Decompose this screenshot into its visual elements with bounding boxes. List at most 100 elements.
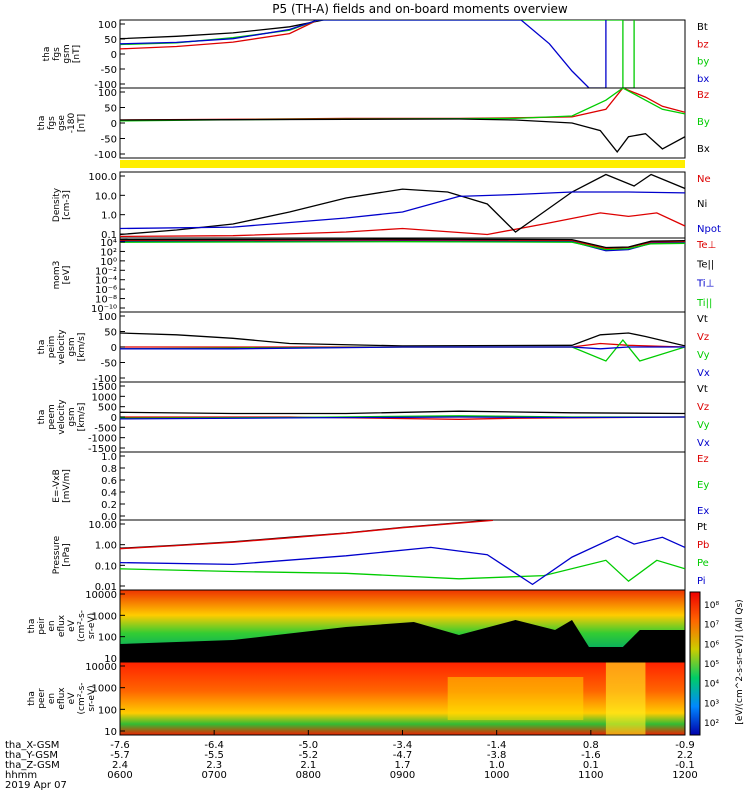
legend-entry: Vt: [697, 314, 708, 325]
y-tick-label: -100: [94, 80, 117, 91]
legend-entry: Ni: [697, 199, 707, 210]
x-tick-label: 0.8: [583, 740, 599, 751]
y-tick-label: 0.8: [101, 464, 117, 475]
colorbar-tick-label: 10⁷: [704, 621, 719, 631]
colorbar-tick-label: 10⁸: [704, 601, 719, 611]
x-row-label: tha_Y-GSM: [5, 750, 58, 761]
y-tick-label: 10⁻⁶: [95, 285, 117, 296]
x-tick-label: 2.4: [112, 760, 128, 771]
series-line-4: [120, 416, 685, 420]
y-tick-label: -100: [94, 150, 117, 161]
y-axis-label-line: peem: [47, 404, 57, 430]
x-tick-label: 0700: [201, 770, 226, 781]
y-axis-label-line: en: [47, 693, 57, 704]
y-tick-label: 0: [111, 413, 117, 424]
y-axis-label-line: sr-eV): [87, 613, 97, 639]
colorbar-tick-label: 10⁴: [704, 680, 719, 690]
y-axis-label-line: eflux: [57, 614, 67, 637]
y-axis-label: mom3 [eV]: [52, 261, 72, 290]
panel-7: 1.00.80.60.40.20.0 E=-VxB [mV/m] Ez Ey Ex: [52, 451, 709, 523]
y-tick-label: 500: [98, 403, 117, 414]
y-tick-label: 0.4: [101, 488, 117, 499]
legend-entry: Vy: [697, 350, 710, 361]
y-axis-label-line: tha: [27, 619, 37, 634]
y-tick-label: 1.0: [101, 211, 117, 222]
legend-entry: Npot: [697, 224, 721, 235]
series-line-2: [120, 20, 319, 50]
x-tick-label: -1.4: [487, 740, 507, 751]
x-tick-label: 0600: [107, 770, 132, 781]
y-tick-label: -50: [101, 65, 117, 76]
colorbar-tick-label: 10³: [704, 699, 719, 709]
x-tick-label: 0900: [390, 770, 415, 781]
panel-10: 10000 1000 100 10 tha peer en eflux eV (cm²-s-sr-…: [27, 661, 686, 738]
y-axis-label-line: en: [47, 620, 57, 631]
y-axis-label: tha peim velocity gsm [km/s]: [37, 329, 87, 365]
panel-frame: [119, 519, 686, 591]
series-line-4: [120, 20, 607, 88]
legend-entry: Vx: [697, 368, 710, 379]
series-line-4: [120, 241, 685, 251]
series-line-2: [120, 173, 685, 236]
x-tick-label: 0800: [296, 770, 321, 781]
x-tick-label: 2.1: [300, 760, 316, 771]
legend-entry: Bt: [697, 22, 708, 33]
x-tick-label: -7.6: [110, 740, 130, 751]
y-tick-label: 0.1: [101, 230, 117, 241]
legend-entry: bz: [697, 39, 709, 50]
y-axis-label-line: [eV]: [62, 266, 72, 285]
y-tick-label: 10⁻⁴: [95, 276, 117, 287]
y-axis-label-line: [nPa]: [62, 543, 72, 566]
y-axis-label-line: velocity: [57, 399, 67, 435]
y-tick-label: 100: [98, 705, 117, 716]
x-tick-label: 1200: [672, 770, 697, 781]
y-axis-label: Pressure [nPa]: [52, 535, 72, 574]
y-tick-label: 50: [104, 104, 117, 115]
spectrogram-band: [447, 677, 584, 720]
x-row-label: 2019 Apr 07: [5, 780, 67, 791]
x-tick-label: -0.9: [675, 740, 695, 751]
legend-entry: Ex: [697, 506, 709, 517]
y-axis-label-line: velocity: [57, 329, 67, 365]
y-axis-label-line: fgs: [47, 116, 57, 130]
y-axis-label-line: tha: [27, 691, 37, 706]
y-tick-label: 1.0: [101, 452, 117, 463]
series-group: [120, 173, 685, 238]
y-tick-label: 50: [104, 35, 117, 46]
y-axis-label-line: peer: [37, 688, 47, 709]
y-tick-label: 0: [111, 343, 117, 354]
y-tick-label: -50: [101, 359, 117, 370]
series-group: [120, 520, 685, 586]
spectrogram-image: [120, 662, 685, 735]
y-axis-label-line: tha: [37, 410, 47, 425]
y-tick-label: 100: [98, 20, 117, 31]
y-tick-label: 1000: [92, 611, 117, 622]
series-group: [120, 20, 635, 88]
x-tick-label: -5.5: [204, 750, 224, 761]
y-axis-label-line: [km/s]: [77, 403, 87, 432]
y-axis-label-line: tha: [42, 47, 52, 62]
legend-entry: Vy: [697, 420, 710, 431]
spectrogram-band: [605, 662, 646, 735]
y-axis-label-line: eflux: [57, 687, 67, 710]
series-line-1: [120, 239, 685, 250]
legend-entry: Te||: [696, 259, 714, 270]
panel-5: 100 50 0 -50 -100 tha peim velocity gsm [km/s] Vt V…: [37, 311, 710, 385]
y-axis-label-line: Density: [52, 187, 62, 222]
x-tick-label: -0.1: [675, 760, 695, 771]
x-tick-label: -4.7: [393, 750, 413, 761]
x-tick-label: 1.0: [489, 760, 505, 771]
y-axis-label-line: eV: [67, 692, 77, 705]
series-line-1: [120, 410, 685, 415]
colorbar: 10⁸ 10⁷ 10⁶ 10⁵ 10⁴ 10³ 10² [eV/(cm^2-s-sr-eV)]…: [689, 591, 745, 736]
panel-frame: [119, 237, 686, 313]
series-line-4: [120, 346, 685, 350]
x-tick-label: 1000: [484, 770, 509, 781]
yellow-status-bar: [120, 160, 685, 168]
y-tick-label: -500: [94, 423, 117, 434]
series-line-2: [120, 520, 493, 550]
